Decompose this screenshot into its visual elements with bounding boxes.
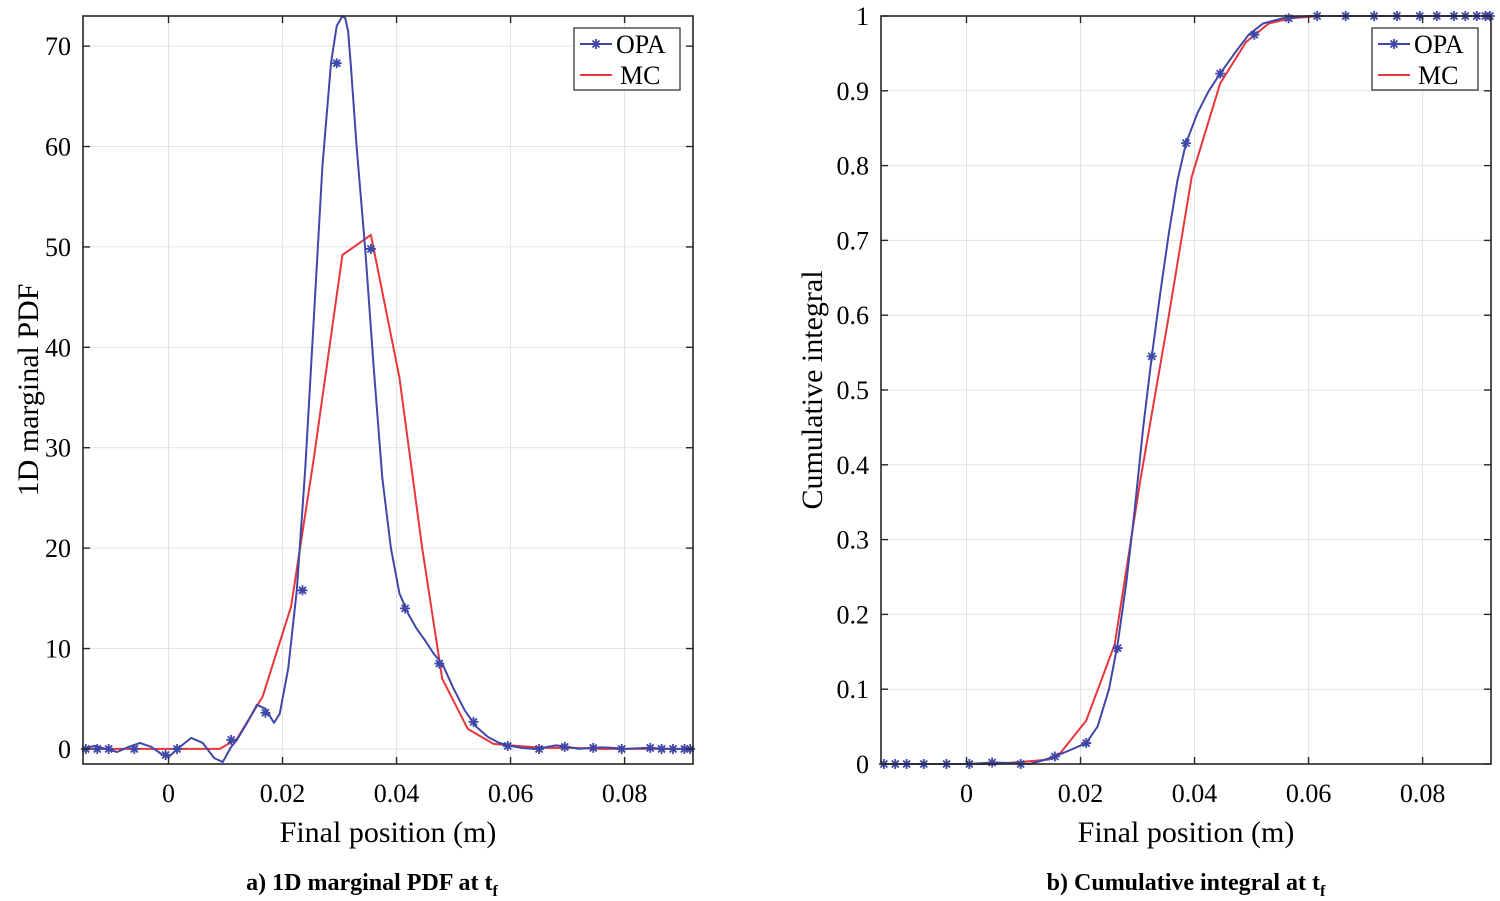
- data-point-opa: [1049, 751, 1060, 762]
- data-point-opa: [645, 742, 656, 753]
- series-line-opa: [82, 15, 694, 763]
- data-point-opa: [103, 743, 114, 754]
- panel-a-legend-box: [573, 27, 681, 91]
- panel-b-legend: OPA MC: [1371, 27, 1479, 91]
- panel-b-legend-mc-label: MC: [1418, 61, 1458, 90]
- data-point-opa: [400, 603, 411, 614]
- panel-a-ticks: 0 0.02 0.04 0.06 0.08 0 10 20 30 40 50 60 70: [45, 16, 693, 808]
- y-tick-label: 0.4: [837, 451, 870, 480]
- panel-a-caption: a) 1D marginal PDF at tf: [246, 870, 498, 900]
- panel-b-cumulative-chart: 0 0.02 0.04 0.06 0.08 0 0.1 0.2 0.3 0.4 0.5 0.6 0.7 0…: [796, 2, 1495, 900]
- data-point-opa: [129, 743, 140, 754]
- data-point-opa: [616, 743, 627, 754]
- y-tick-label: 50: [45, 233, 71, 262]
- data-point-opa: [260, 707, 271, 718]
- data-point-opa: [297, 585, 308, 596]
- y-tick-label: 0.2: [837, 600, 870, 629]
- data-point-opa: [1215, 68, 1226, 79]
- data-point-opa: [160, 749, 171, 760]
- panel-a-y-axis-label: 1D marginal PDF: [12, 284, 45, 497]
- data-point-opa: [1112, 643, 1123, 654]
- data-point-opa: [1146, 351, 1157, 362]
- data-point-opa: [172, 743, 183, 754]
- data-point-opa: [656, 743, 667, 754]
- panel-b-y-axis-label: Cumulative integral: [796, 270, 829, 509]
- y-tick-label: 20: [45, 534, 71, 563]
- panel-b-x-axis-label: Final position (m): [1078, 816, 1295, 849]
- y-tick-label: 0: [58, 735, 71, 764]
- x-tick-label: 0.06: [1286, 779, 1332, 808]
- data-point-opa: [365, 243, 376, 254]
- y-tick-label: 40: [45, 333, 71, 362]
- y-tick-label: 0.3: [837, 526, 870, 555]
- panel-a-pdf-chart: 0 0.02 0.04 0.06 0.08 0 10 20 30 40 50 60 70 Final p…: [12, 15, 696, 900]
- panel-b-ticks: 0 0.02 0.04 0.06 0.08 0 0.1 0.2 0.3 0.4 0.5 0.6 0.7 0…: [837, 2, 1491, 808]
- data-point-opa: [1249, 29, 1260, 40]
- data-point-opa: [987, 757, 998, 768]
- y-tick-label: 0.7: [837, 226, 870, 255]
- data-point-opa: [668, 743, 679, 754]
- panel-a-legend: OPA MC: [573, 27, 681, 91]
- data-point-opa: [679, 743, 690, 754]
- panel-a-series: [80, 15, 696, 763]
- x-tick-label: 0.08: [1400, 779, 1446, 808]
- data-point-opa: [226, 734, 237, 745]
- panel-a-plot-area: [83, 16, 693, 764]
- data-point-opa: [588, 742, 599, 753]
- data-point-opa: [331, 58, 342, 69]
- panel-a-legend-opa-label: OPA: [616, 30, 666, 59]
- panel-b-grid: [881, 15, 1491, 765]
- panel-a-legend-opa-marker: [591, 39, 601, 49]
- panel-b-legend-box: [1371, 27, 1479, 91]
- y-tick-label: 0.8: [837, 152, 870, 181]
- data-point-opa: [502, 740, 513, 751]
- y-tick-label: 70: [45, 32, 71, 61]
- panel-b-caption: b) Cumulative integral at tf: [1047, 870, 1326, 900]
- data-point-opa: [534, 743, 545, 754]
- x-tick-label: 0.02: [260, 779, 306, 808]
- x-tick-label: 0: [960, 779, 973, 808]
- x-tick-label: 0.06: [488, 779, 534, 808]
- data-point-opa: [92, 743, 103, 754]
- panel-a-caption-subscript: f: [493, 883, 499, 900]
- data-point-opa: [1081, 738, 1092, 749]
- panel-b-legend-opa-marker: [1389, 39, 1399, 49]
- panel-a-legend-mc-label: MC: [620, 61, 660, 90]
- data-point-opa: [1181, 138, 1191, 149]
- y-tick-label: 10: [45, 635, 71, 664]
- x-tick-label: 0.04: [1172, 779, 1218, 808]
- y-tick-label: 0.9: [837, 77, 870, 106]
- x-tick-label: 0.02: [1058, 779, 1104, 808]
- y-tick-label: 30: [45, 434, 71, 463]
- y-tick-label: 60: [45, 133, 71, 162]
- panel-b-caption-text: b) Cumulative integral at t: [1047, 870, 1320, 896]
- data-point-opa: [468, 716, 479, 727]
- data-point-opa: [434, 658, 445, 669]
- y-tick-label: 0.1: [837, 675, 870, 704]
- panel-a-caption-text: a) 1D marginal PDF at t: [246, 870, 492, 896]
- x-tick-label: 0: [162, 779, 175, 808]
- y-tick-label: 0: [856, 750, 869, 779]
- y-tick-label: 0.6: [837, 301, 870, 330]
- y-tick-label: 1: [856, 2, 869, 31]
- y-tick-label: 0.5: [837, 376, 870, 405]
- panel-b-caption-subscript: f: [1320, 883, 1326, 900]
- x-tick-label: 0.04: [374, 779, 420, 808]
- panel-b-legend-opa-label: OPA: [1414, 30, 1464, 59]
- data-point-opa: [1283, 13, 1294, 24]
- x-tick-label: 0.08: [602, 779, 648, 808]
- panel-a-axes-box: [82, 15, 694, 765]
- data-point-opa: [559, 741, 570, 752]
- panel-a-x-axis-label: Final position (m): [280, 816, 497, 849]
